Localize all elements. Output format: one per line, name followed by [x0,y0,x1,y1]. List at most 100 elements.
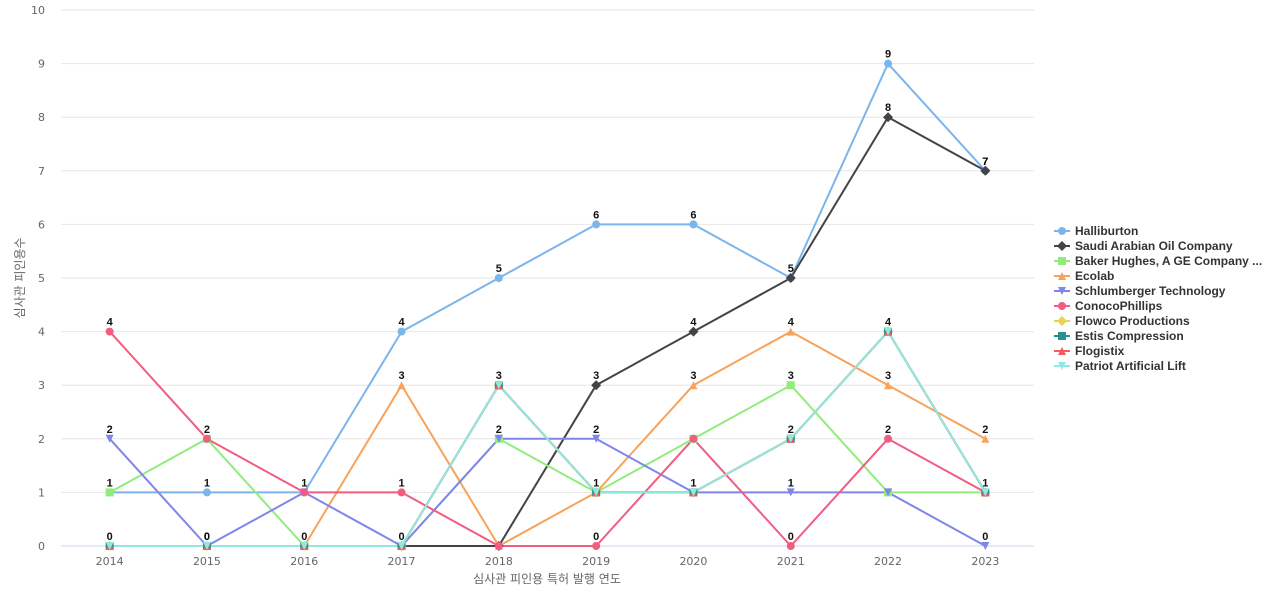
data-point [202,542,211,550]
series-markers [104,59,991,551]
series-3 [303,330,986,547]
data-point [592,220,601,229]
data-point [981,488,990,497]
legend-label: Saudi Arabian Oil Company [1075,239,1233,253]
data-point [1058,302,1066,310]
data-point [1058,347,1066,355]
data-label: 1 [982,477,988,489]
data-label: 2 [107,424,113,436]
data-point [884,488,893,497]
legend-item[interactable]: Halliburton [1054,224,1138,238]
data-label: 7 [982,156,988,168]
data-point [1057,316,1067,326]
data-label: 4 [690,317,697,329]
data-label: 2 [204,424,210,436]
data-label: 1 [593,477,599,489]
y-axis-title: 심사관 피인용수 [13,237,27,318]
legend-item[interactable]: Ecolab [1054,269,1114,283]
x-tick-label: 2019 [582,555,610,568]
series-line [109,384,986,547]
data-point [786,381,795,390]
x-axis-ticks: 2014 2015 2016 2017 2018 2019 2020 2021 2022 2023 [96,555,1000,568]
data-point [1058,287,1066,295]
data-point [591,380,602,391]
y-tick-label: 1 [38,486,45,499]
y-tick-label: 8 [38,111,45,124]
data-label: 6 [690,209,696,221]
data-label: 1 [301,477,307,489]
data-label: 2 [885,424,891,436]
data-point [786,327,795,336]
data-label: 3 [690,370,696,382]
legend-label: Estis Compression [1075,329,1184,343]
legend-item[interactable]: Patriot Artificial Lift [1054,359,1186,373]
data-point [202,488,211,497]
data-label: 0 [204,531,210,543]
legend-item[interactable]: ConocoPhillips [1054,299,1163,313]
data-point [105,488,114,497]
data-point [494,542,503,550]
legend-label: Flogistix [1075,344,1125,358]
data-point [688,326,699,337]
data-point [397,488,406,497]
series-5 [108,330,986,547]
legend-item[interactable]: Schlumberger Technology [1054,284,1226,298]
data-label: 3 [593,370,599,382]
data-point [689,381,698,390]
x-tick-label: 2014 [96,555,124,568]
data-point [105,327,114,336]
y-tick-label: 7 [38,165,45,178]
data-point [1058,227,1066,235]
data-point [981,434,990,443]
data-point [884,381,893,390]
data-label: 4 [788,317,795,329]
data-label: 0 [398,531,404,543]
data-label: 1 [107,477,113,489]
data-point [397,327,406,336]
data-label: 0 [301,531,307,543]
y-axis-ticks: 0 1 2 3 4 5 6 7 8 9 10 [31,4,45,553]
data-label: 2 [788,424,794,436]
legend-label: Halliburton [1075,224,1138,238]
legend-item[interactable]: Flowco Productions [1054,314,1190,328]
data-label: 2 [593,424,599,436]
data-label: 0 [982,531,988,543]
data-label: 1 [690,477,696,489]
data-label: 2 [982,424,988,436]
data-point [981,542,990,550]
legend-item[interactable]: Baker Hughes, A GE Company ... [1054,254,1262,268]
y-tick-label: 5 [38,272,45,285]
data-point [1058,332,1066,340]
legend-item[interactable]: Estis Compression [1054,329,1184,343]
data-point [1057,241,1067,251]
legend-item[interactable]: Flogistix [1054,344,1125,358]
data-point [494,381,503,390]
data-label: 3 [496,370,502,382]
y-tick-label: 9 [38,58,45,71]
data-label: 3 [398,370,404,382]
data-label: 4 [885,317,892,329]
series-lines [108,62,987,547]
series-2 [109,384,986,547]
legend-label: Schlumberger Technology [1075,284,1226,298]
data-label: 0 [788,531,794,543]
x-tick-label: 2017 [388,555,416,568]
series-line [109,330,987,547]
data-point [105,542,114,550]
data-label: 7 [982,156,988,168]
legend-item[interactable]: Saudi Arabian Oil Company [1054,239,1233,253]
y-tick-label: 4 [38,326,45,339]
data-label: 0 [593,531,599,543]
x-tick-label: 2020 [679,555,707,568]
data-label: 2 [496,424,502,436]
data-point [1058,257,1066,265]
y-tick-label: 0 [38,540,45,553]
data-point [202,434,211,443]
data-point [689,220,698,229]
data-point [884,59,893,68]
series-9 [109,330,987,547]
data-point [689,434,698,443]
